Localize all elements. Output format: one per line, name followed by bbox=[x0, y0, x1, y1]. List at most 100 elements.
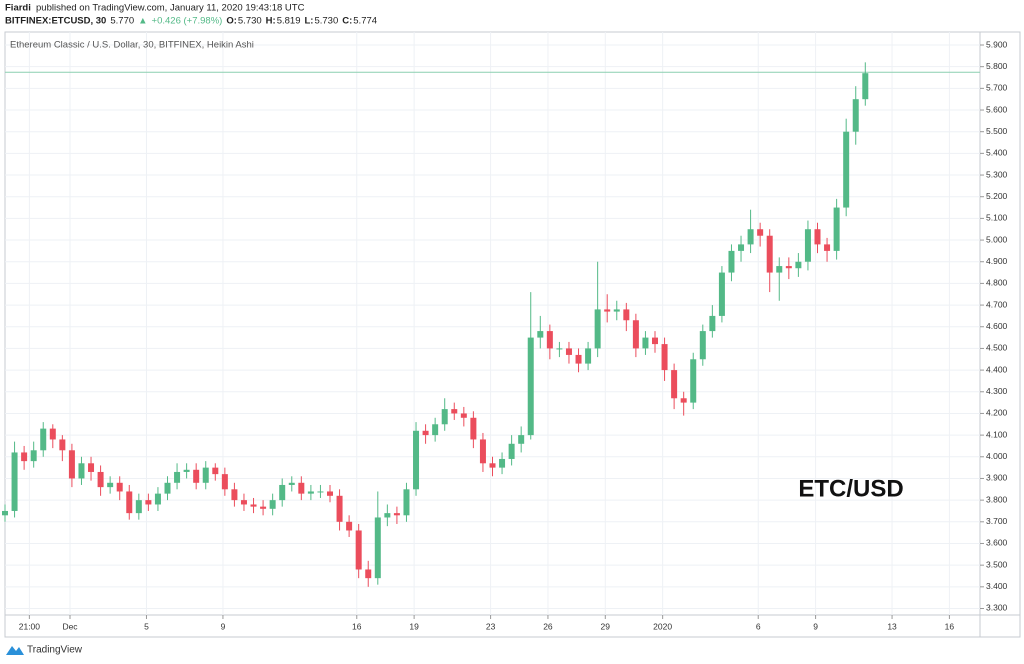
candle-body bbox=[288, 482, 295, 485]
candle-body bbox=[221, 474, 228, 490]
candle-body bbox=[556, 348, 563, 350]
candle-body bbox=[671, 370, 678, 399]
symbol-line: BITFINEX:ETCUSD, 30 5.770 ▲ +0.426 (+7.98%)… bbox=[5, 16, 377, 27]
x-tick-label: 2020 bbox=[653, 621, 672, 631]
candle-body bbox=[279, 484, 286, 501]
ohlc-value: 5.730 bbox=[314, 16, 338, 27]
candle-body bbox=[135, 500, 142, 514]
candle-body bbox=[78, 463, 85, 479]
candle-body bbox=[824, 244, 831, 251]
candle-body bbox=[88, 463, 95, 472]
candle-body bbox=[21, 452, 28, 462]
frame bbox=[4, 31, 1021, 638]
candle-body bbox=[546, 331, 553, 349]
candle-body bbox=[202, 467, 209, 483]
candle-body bbox=[126, 491, 133, 514]
ohlc-label: H: bbox=[266, 16, 276, 27]
candle-body bbox=[508, 443, 515, 459]
y-tick-label: 4.900 bbox=[986, 256, 1008, 266]
candle-body bbox=[470, 417, 477, 440]
candle-body bbox=[642, 337, 649, 349]
y-tick-label: 4.800 bbox=[986, 278, 1008, 288]
candle-body bbox=[212, 467, 219, 475]
candle-body bbox=[49, 428, 56, 440]
chart-legend: Ethereum Classic / U.S. Dollar, 30, BITF… bbox=[10, 40, 254, 51]
candle-body bbox=[413, 430, 420, 490]
candle-body bbox=[193, 469, 200, 483]
candle-body bbox=[460, 413, 467, 418]
y-tick-label: 5.100 bbox=[986, 213, 1008, 223]
candle-body bbox=[154, 493, 161, 505]
y-tick-label: 5.500 bbox=[986, 126, 1008, 136]
candle-body bbox=[107, 482, 114, 488]
candle-body bbox=[183, 469, 190, 472]
y-tick-label: 4.300 bbox=[986, 386, 1008, 396]
x-tick-label: 9 bbox=[813, 621, 818, 631]
x-tick-label: 13 bbox=[887, 621, 897, 631]
y-tick-label: 3.400 bbox=[986, 581, 1008, 591]
candle-body bbox=[441, 409, 448, 425]
candle-body bbox=[68, 450, 75, 479]
candle-body bbox=[843, 131, 850, 208]
y-tick-label: 3.700 bbox=[986, 516, 1008, 526]
x-tick-label: 19 bbox=[409, 621, 419, 631]
y-tick-label: 3.600 bbox=[986, 538, 1008, 548]
y-tick-label: 4.600 bbox=[986, 321, 1008, 331]
candle-body bbox=[718, 272, 725, 316]
candle-body bbox=[661, 344, 668, 371]
candle-body bbox=[11, 452, 18, 511]
y-tick-label: 5.600 bbox=[986, 104, 1008, 114]
candle-body bbox=[336, 495, 343, 522]
candle-body bbox=[30, 450, 37, 462]
y-tick-label: 5.200 bbox=[986, 191, 1008, 201]
candle-body bbox=[623, 309, 630, 321]
ohlc-label: O: bbox=[226, 16, 237, 27]
published: published on TradingView.com, January 11… bbox=[36, 3, 305, 14]
candle-body bbox=[240, 500, 247, 505]
candle-body bbox=[862, 73, 869, 100]
candle-body bbox=[680, 398, 687, 403]
candle-body bbox=[403, 489, 410, 516]
candle-body bbox=[757, 229, 764, 236]
candle-body bbox=[699, 331, 706, 360]
y-tick-label: 4.200 bbox=[986, 408, 1008, 418]
candle-body bbox=[59, 439, 66, 451]
x-tick-label: 16 bbox=[945, 621, 955, 631]
candle-body bbox=[250, 504, 257, 507]
candle-body bbox=[594, 309, 601, 349]
candle-body bbox=[346, 521, 353, 531]
y-tick-label: 5.400 bbox=[986, 148, 1008, 158]
candle-body bbox=[231, 489, 238, 501]
x-tick-label: 26 bbox=[543, 621, 553, 631]
ohlc-value: 5.819 bbox=[277, 16, 301, 27]
candle-body bbox=[604, 309, 611, 312]
candle-body bbox=[479, 439, 486, 464]
candle-body bbox=[814, 229, 821, 245]
y-tick-label: 4.500 bbox=[986, 343, 1008, 353]
brand: TradingView bbox=[27, 645, 83, 656]
candle-body bbox=[365, 569, 372, 579]
y-tick-label: 4.700 bbox=[986, 299, 1008, 309]
candle-body bbox=[652, 337, 658, 345]
candle-body bbox=[2, 510, 8, 516]
candle-body bbox=[833, 207, 840, 251]
tv-logo bbox=[6, 646, 24, 655]
candle-body bbox=[451, 409, 458, 414]
candle-body bbox=[164, 482, 171, 494]
candle-body bbox=[690, 359, 697, 403]
candle-body bbox=[307, 491, 314, 494]
candle-body bbox=[145, 500, 152, 505]
candle-body bbox=[795, 261, 802, 269]
candle-body bbox=[260, 506, 267, 509]
candle-body bbox=[422, 430, 429, 436]
annotation: ETC/USD bbox=[798, 475, 903, 502]
candle-body bbox=[785, 266, 792, 269]
y-tick-label: 4.100 bbox=[986, 429, 1008, 439]
symbol: BITFINEX:ETCUSD, 30 bbox=[5, 16, 106, 27]
y-tick-label: 5.800 bbox=[986, 61, 1008, 71]
x-tick-label: 21:00 bbox=[19, 621, 41, 631]
change: +0.426 (+7.98%) bbox=[152, 16, 223, 27]
candle-body bbox=[575, 354, 582, 364]
y-tick-label: 4.000 bbox=[986, 451, 1008, 461]
